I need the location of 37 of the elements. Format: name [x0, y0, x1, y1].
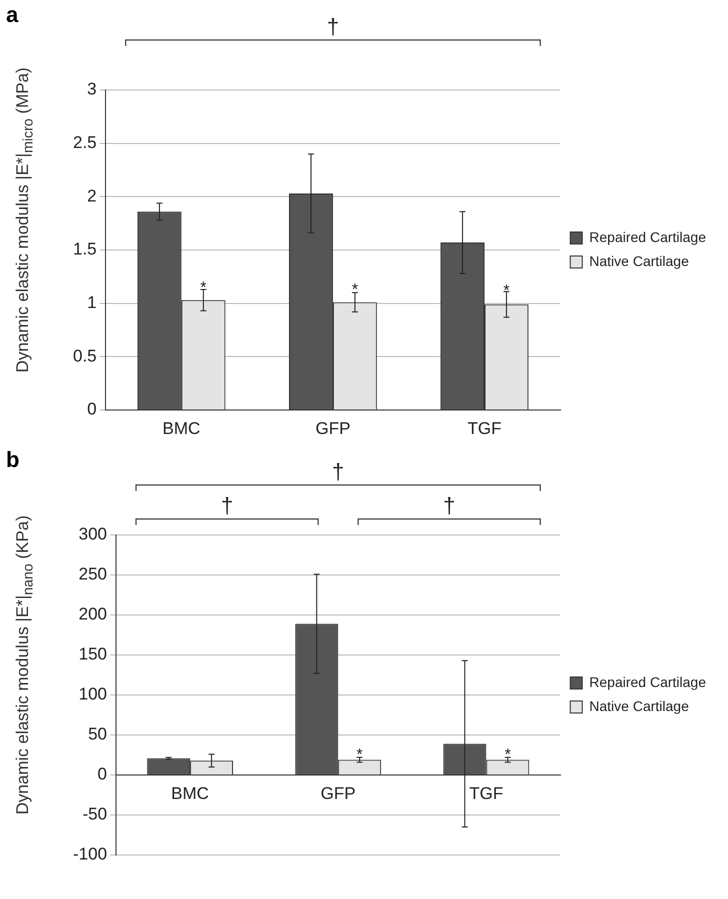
x-tick-label: GFP — [320, 784, 356, 803]
y-tick-label: 0 — [87, 400, 97, 419]
annotation: * — [356, 746, 363, 764]
y-tick-label: 200 — [78, 604, 108, 624]
chart-title: b — [6, 447, 20, 473]
y-tick-label: 250 — [78, 564, 108, 584]
y-tick-label: 50 — [88, 724, 108, 744]
y-tick-label: 3 — [87, 80, 97, 99]
legend-label: Native Cartilage — [589, 252, 690, 269]
y-tick-label: 2.5 — [72, 133, 97, 152]
y-tick-label: 1.5 — [72, 240, 97, 259]
y-tick-label: 2 — [87, 186, 97, 206]
y-tick-label: 1 — [87, 293, 97, 312]
y-tick-label: 0.5 — [72, 346, 97, 366]
text: † — [220, 493, 234, 518]
x-tick-label: TGF — [469, 784, 504, 803]
annotation: * — [200, 280, 206, 297]
y-tick-label: 150 — [78, 644, 108, 664]
x-tick-label: GFP — [315, 418, 350, 438]
text: † — [443, 493, 456, 518]
y-tick-label: 100 — [78, 684, 108, 704]
y-tick-label: -50 — [82, 804, 108, 824]
annotation: * — [352, 282, 358, 299]
x-tick-label: TGF — [467, 418, 502, 438]
annotation: * — [504, 746, 511, 764]
x-tick-label: BMC — [162, 418, 200, 438]
y-tick-label: -100 — [72, 844, 108, 864]
legend-label: Repaired Cartilage — [589, 674, 706, 690]
chart-title: a — [6, 2, 18, 28]
text: † — [326, 14, 340, 40]
y-tick-label: 300 — [78, 524, 108, 544]
text: † — [332, 459, 344, 484]
legend-label: Native Cartilage — [589, 698, 690, 714]
annotation: * — [503, 282, 510, 300]
x-tick-label: BMC — [171, 784, 209, 803]
y-tick-label: 0 — [98, 764, 108, 784]
legend-label: Repaired Cartilage — [589, 228, 706, 245]
